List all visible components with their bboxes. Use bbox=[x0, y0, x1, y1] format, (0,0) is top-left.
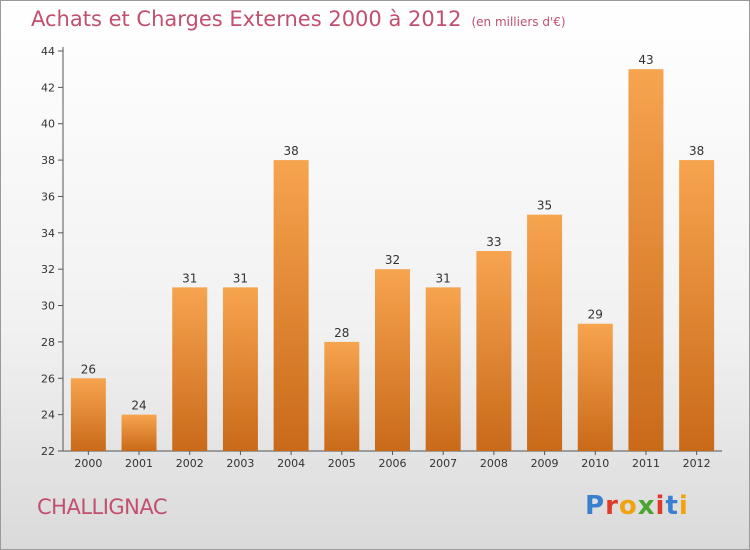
data-label: 35 bbox=[537, 199, 552, 213]
data-label: 31 bbox=[233, 271, 248, 285]
y-tick-label: 32 bbox=[41, 263, 55, 276]
y-tick-label: 42 bbox=[41, 81, 55, 94]
y-tick-label: 34 bbox=[41, 227, 55, 240]
x-tick-label: 2007 bbox=[429, 457, 457, 470]
data-label: 24 bbox=[131, 399, 146, 413]
bar bbox=[476, 251, 512, 451]
x-tick-label: 2009 bbox=[531, 457, 559, 470]
logo-letter: i bbox=[678, 491, 689, 521]
y-tick-label: 22 bbox=[41, 445, 55, 458]
data-label: 29 bbox=[588, 308, 603, 322]
x-tick-label: 2010 bbox=[581, 457, 609, 470]
x-tick-label: 2012 bbox=[683, 457, 711, 470]
logo-letter: x bbox=[637, 491, 656, 521]
data-label: 32 bbox=[385, 253, 400, 267]
bar bbox=[577, 323, 613, 451]
proxiti-logo[interactable]: Proxiti bbox=[585, 491, 689, 521]
x-tick-label: 2008 bbox=[480, 457, 508, 470]
y-tick-label: 28 bbox=[41, 336, 55, 349]
x-tick-label: 2005 bbox=[328, 457, 356, 470]
commune-name: CHALLIGNAC bbox=[37, 495, 168, 519]
bar bbox=[70, 378, 106, 451]
data-label: 26 bbox=[81, 362, 96, 376]
bar bbox=[425, 287, 461, 451]
bars bbox=[70, 69, 715, 451]
x-tick-label: 2006 bbox=[379, 457, 407, 470]
bar bbox=[628, 69, 664, 451]
bar bbox=[222, 287, 258, 451]
y-tick-label: 38 bbox=[41, 154, 55, 167]
y-tick-label: 26 bbox=[41, 372, 55, 385]
logo-letter: i bbox=[655, 491, 666, 521]
data-label: 31 bbox=[436, 271, 451, 285]
y-tick-label: 24 bbox=[41, 409, 55, 422]
bar bbox=[121, 414, 157, 451]
bar bbox=[273, 160, 309, 451]
x-tick-label: 2004 bbox=[277, 457, 305, 470]
bar bbox=[324, 341, 360, 451]
x-tick-label: 2003 bbox=[226, 457, 254, 470]
bar bbox=[679, 160, 715, 451]
chart-title: Achats et Charges Externes 2000 à 2012 (e… bbox=[31, 7, 566, 31]
x-tick-label: 2002 bbox=[176, 457, 204, 470]
data-label: 33 bbox=[486, 235, 501, 249]
chart-title-text: Achats et Charges Externes 2000 à 2012 bbox=[31, 7, 462, 31]
logo-letter: t bbox=[665, 491, 679, 521]
x-tick-label: 2001 bbox=[125, 457, 153, 470]
bar bbox=[527, 214, 563, 451]
data-label: 43 bbox=[638, 53, 653, 67]
bar bbox=[375, 269, 410, 451]
axes: 22 24 26 28 30 32 34 36 38 40 42 44 bbox=[41, 45, 722, 458]
y-tick-label: 44 bbox=[41, 45, 55, 58]
data-label: 38 bbox=[283, 144, 298, 158]
logo-letter: o bbox=[618, 491, 638, 521]
y-tick-label: 36 bbox=[41, 190, 55, 203]
chart-unit: (en milliers d'€) bbox=[471, 15, 566, 29]
y-tick-label: 40 bbox=[41, 118, 55, 131]
data-label: 28 bbox=[334, 326, 349, 340]
x-tick-label: 2011 bbox=[632, 457, 660, 470]
data-label: 31 bbox=[182, 271, 197, 285]
bar bbox=[172, 287, 208, 451]
data-label: 38 bbox=[689, 144, 704, 158]
x-tick-label: 2000 bbox=[74, 457, 102, 470]
labels: 2000 26 2001 24 2002 31 2003 31 2004 38 2005 28 2006… bbox=[74, 53, 710, 470]
y-tick-label: 30 bbox=[41, 300, 55, 313]
logo-letter: r bbox=[605, 491, 619, 521]
logo-letter: P bbox=[585, 491, 606, 521]
